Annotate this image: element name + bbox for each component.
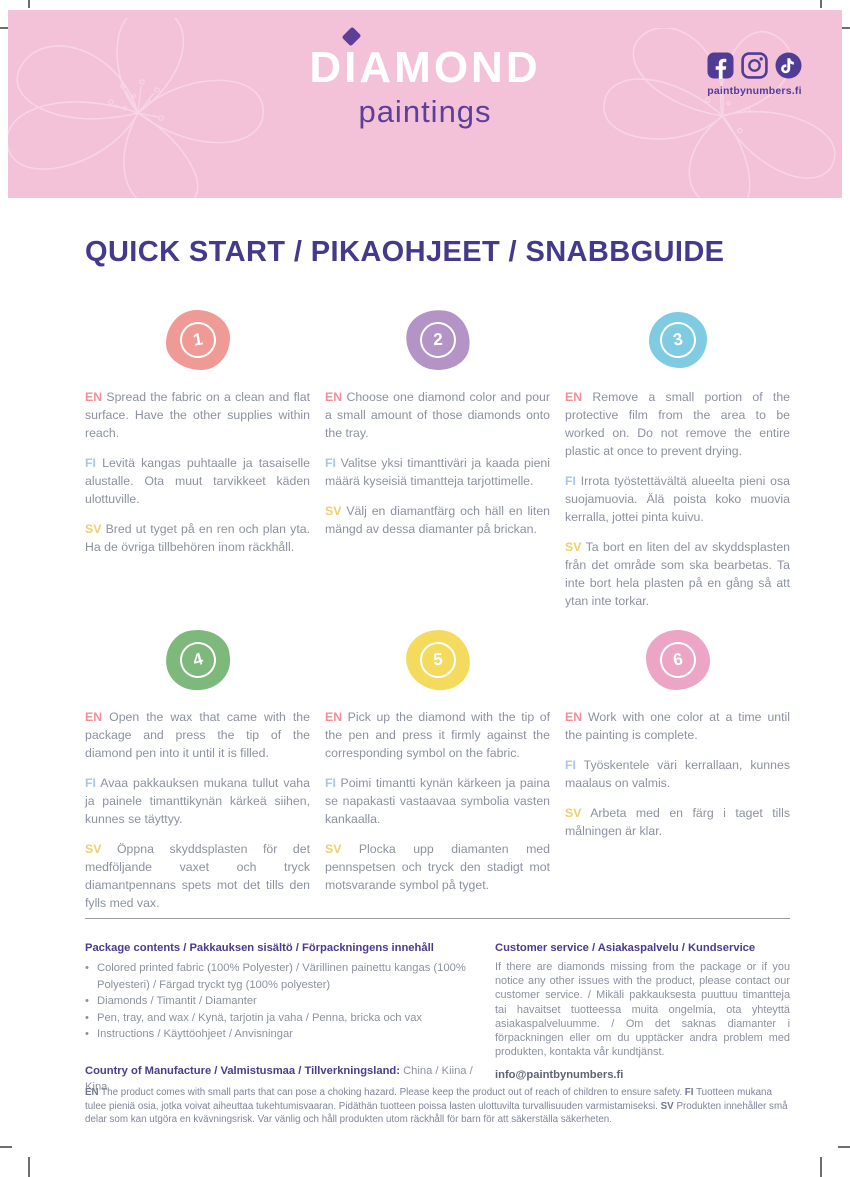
fineprint-fi: Tuotteen mukana tulee pieniä osia, jotka… <box>85 1087 772 1112</box>
manufacture-value: China / Kiina / Kina <box>85 1064 473 1093</box>
brand-logo: DIAMOND paintings <box>8 26 842 130</box>
step-number-badge: 1 <box>176 319 219 361</box>
step-2-blob: 2 <box>401 305 474 375</box>
customer-service-heading: Customer service / Asiakaspalvelu / Kund… <box>495 942 756 954</box>
lang-label-sv: SV <box>85 842 102 856</box>
country-of-manufacture: Country of Manufacture / Valmistusmaa / … <box>85 1063 477 1095</box>
step-text-fi: FI Työskentele väri kerrallaan, kunnes m… <box>565 758 790 790</box>
steps-grid: 1 EN Spread the fabric on a clean and fl… <box>85 300 790 912</box>
step-1: 1 EN Spread the fabric on a clean and fl… <box>85 300 310 610</box>
step-text-en: EN Work with one color at a time until t… <box>565 710 791 742</box>
step-2: 2 EN Choose one diamond color and pour a… <box>325 300 550 610</box>
social-block: paintbynumbers.fi <box>707 52 802 97</box>
lang-label-sv: SV <box>325 842 342 856</box>
step-text-sv: SV Plocka upp diamanten med pennspetsen … <box>325 842 550 892</box>
flower-decoration-left <box>8 18 264 198</box>
package-item: Pen, tray, and wax / Kynä, tarjotin ja v… <box>85 1010 477 1027</box>
tiktok-icon <box>775 52 802 79</box>
lang-label-fi: FI <box>684 1087 694 1098</box>
crop-mark <box>820 1157 822 1177</box>
package-contents-heading: Package contents / Pakkauksen sisältö / … <box>85 942 434 954</box>
lang-label-sv: SV <box>660 1100 674 1112</box>
step-4-blob: 4 <box>162 626 233 694</box>
step-5-blob: 5 <box>403 627 472 693</box>
step-text-fi: FI Levitä kangas puhtaalle ja tasaiselle… <box>85 456 310 506</box>
lang-label-sv: SV <box>85 522 102 536</box>
step-3: 3 EN Remove a small portion of the prote… <box>565 300 790 610</box>
website-url: paintbynumbers.fi <box>707 85 802 97</box>
footer-divider <box>85 918 790 919</box>
step-1-blob: 1 <box>165 310 230 370</box>
step-text-en: EN Spread the fabric on a clean and flat… <box>85 390 310 440</box>
crop-mark <box>0 1146 12 1148</box>
step-number-badge: 5 <box>417 640 458 680</box>
brand-name: DIAMOND <box>309 26 540 90</box>
lang-label-en: EN <box>325 390 343 404</box>
step-text-fi: FI Avaa pakkauksen mukana tullut vaha ja… <box>85 776 310 826</box>
crop-mark <box>820 0 822 8</box>
package-item: Instructions / Käyttöohjeet / Anvisninga… <box>85 1026 477 1043</box>
step-text-sv: SV Öppna skyddsplasten för det medföljan… <box>85 842 310 910</box>
step-6-blob: 6 <box>645 630 710 690</box>
lang-label-sv: SV <box>325 504 342 518</box>
lang-label-fi: FI <box>565 474 576 488</box>
crop-mark <box>838 1146 850 1148</box>
lang-label-en: EN <box>565 710 583 724</box>
lang-label-en: EN <box>85 710 103 724</box>
lang-label-en: EN <box>565 390 583 404</box>
step-5: 5 EN Pick up the diamond with the tip of… <box>325 620 550 912</box>
lang-label-en: EN <box>325 710 343 724</box>
step-text-en: EN Choose one diamond color and pour a s… <box>325 390 550 440</box>
step-text-fi: FI Irrota työstettävältä alueelta pieni … <box>565 474 790 524</box>
brand-subtitle: paintings <box>358 94 492 129</box>
manufacture-label: Country of Manufacture / Valmistusmaa / … <box>85 1064 400 1077</box>
package-contents-section: Package contents / Pakkauksen sisältö / … <box>85 942 477 1106</box>
lang-label-fi: FI <box>85 456 96 470</box>
safety-fineprint: EN The product comes with small parts th… <box>85 1086 790 1127</box>
fineprint-en: The product comes with small parts that … <box>101 1087 683 1098</box>
header-banner: DIAMOND paintings pa <box>8 10 842 198</box>
instagram-icon <box>741 52 768 79</box>
lang-label-sv: SV <box>565 540 582 554</box>
footer-columns: Package contents / Pakkauksen sisältö / … <box>85 942 790 1106</box>
step-4: 4 EN Open the wax that came with the pac… <box>85 620 310 912</box>
package-contents-list: Colored printed fabric (100% Polyester) … <box>85 960 477 1043</box>
lang-label-en: EN <box>85 1087 99 1098</box>
step-number-badge: 2 <box>418 321 457 359</box>
step-text-fi: FI Valitse yksi timanttiväri ja kaada pi… <box>325 456 550 488</box>
lang-label-fi: FI <box>85 776 96 790</box>
step-text-sv: SV Välj en diamantfärg och häll en liten… <box>325 504 551 536</box>
step-number-badge: 4 <box>175 637 220 683</box>
step-3-blob: 3 <box>648 312 707 368</box>
step-text-sv: SV Bred ut tyget på en ren och plan yta.… <box>85 522 310 554</box>
step-text-sv: SV Arbeta med en färg i taget tills måln… <box>565 806 790 838</box>
step-number-badge: 6 <box>656 639 699 681</box>
lang-label-sv: SV <box>565 806 582 820</box>
customer-service-body: If there are diamonds missing from the p… <box>495 961 790 1059</box>
fineprint-sv: Produkten innehåller små delar som kan u… <box>85 1100 788 1126</box>
lang-label-fi: FI <box>325 456 336 470</box>
step-text-sv: SV Ta bort en liten del av skyddsplasten… <box>565 540 790 608</box>
step-6: 6 EN Work with one color at a time until… <box>565 620 790 912</box>
step-text-en: EN Pick up the diamond with the tip of t… <box>325 710 551 760</box>
package-item: Colored printed fabric (100% Polyester) … <box>85 960 477 993</box>
customer-service-section: Customer service / Asiakaspalvelu / Kund… <box>495 942 790 1106</box>
package-item: Diamonds / Timantit / Diamanter <box>85 993 477 1010</box>
facebook-icon <box>707 52 734 79</box>
step-text-en: EN Open the wax that came with the packa… <box>85 710 310 760</box>
lang-label-en: EN <box>85 390 103 404</box>
customer-service-email: info@paintbynumbers.fi <box>495 1069 624 1082</box>
crop-mark <box>28 1157 30 1177</box>
crop-mark <box>28 0 30 8</box>
step-text-fi: FI Poimi timantti kynän kärkeen ja paina… <box>325 776 550 826</box>
step-text-en: EN Remove a small portion of the protect… <box>565 390 790 458</box>
lang-label-fi: FI <box>565 758 576 772</box>
page-title: QUICK START / PIKAOHJEET / SNABBGUIDE <box>85 236 725 268</box>
lang-label-fi: FI <box>325 776 336 790</box>
step-number-badge: 3 <box>656 319 699 361</box>
